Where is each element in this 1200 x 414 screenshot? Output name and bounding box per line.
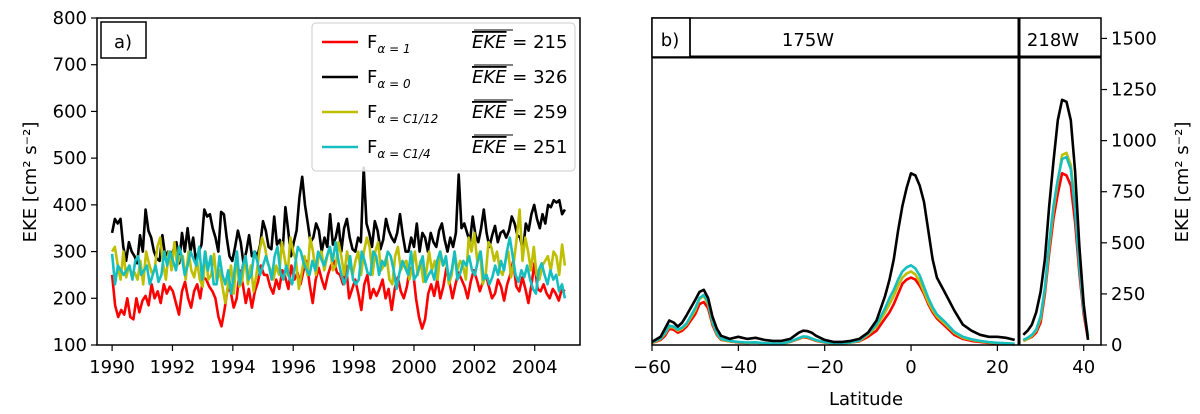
x-tick-label: 40 (1072, 357, 1095, 378)
series-line-b-1-cyan (1022, 155, 1090, 342)
y-tick-label: 100 (53, 335, 87, 356)
panel-a-frame (96, 17, 581, 346)
legend-series-stat: EKE = 326 (472, 67, 567, 88)
panel-a-x-ticks: 1990 1992 1994 1996 1998 2000 2002 2004 (89, 345, 558, 378)
x-tick-label: 1998 (331, 357, 377, 378)
y-tick-label: 250 (1111, 284, 1145, 305)
y-tick-label: 600 (53, 101, 87, 122)
x-tick-label: 2000 (391, 357, 437, 378)
x-tick-label: −20 (806, 357, 844, 378)
legend-series-name: Fα = 1 (367, 32, 411, 56)
legend-frame (311, 22, 576, 172)
panel-b-x-ticks: −60 −40 −20 0 20 40 (633, 345, 1095, 378)
panel-a-tag: a) (114, 32, 132, 53)
legend-series-name: Fα = C1/4 (367, 137, 431, 161)
legend-series-stat: EKE = 259 (472, 102, 567, 123)
series-line-a-0 (110, 259, 566, 330)
series-line-b-0-cyan (651, 263, 1015, 346)
panel-a-tag-box (100, 21, 147, 59)
y-tick-label: 200 (53, 288, 87, 309)
y-tick-label: 750 (1111, 182, 1145, 203)
y-tick-label: 1250 (1111, 80, 1157, 101)
panel-b-x-label: Latitude (829, 389, 903, 410)
panel-b-y-label: EKE [cm² s⁻²] (1172, 122, 1193, 243)
series-line-a-3 (110, 236, 567, 299)
panel-b-tag: b) (661, 30, 679, 51)
y-tick-label: 400 (53, 195, 87, 216)
y-tick-label: 0 (1111, 335, 1122, 356)
panel-b-series (651, 98, 1090, 346)
y-tick-label: 1500 (1111, 28, 1157, 49)
section-label-218w: 218W (1027, 30, 1079, 51)
x-tick-label: 2002 (451, 357, 497, 378)
section-label-175w: 175W (782, 30, 834, 51)
panel-b-frame (651, 17, 1102, 346)
legend-series-name: Fα = C1/12 (367, 102, 438, 126)
panel-a-y-ticks: 100 200 300 400 500 600 700 800 (53, 8, 97, 356)
legend-series-name: Fα = 0 (367, 67, 411, 91)
y-tick-label: 1000 (1111, 131, 1157, 152)
y-tick-label: 800 (53, 8, 87, 29)
y-tick-label: 500 (1111, 233, 1145, 254)
x-tick-label: 1994 (210, 357, 256, 378)
legend-series-stat: EKE = 251 (472, 137, 567, 158)
panel-a-series (110, 166, 567, 330)
x-tick-label: 1996 (270, 357, 316, 378)
x-tick-label: 1992 (150, 357, 196, 378)
series-line-b-1-black (1022, 98, 1090, 341)
y-tick-label: 300 (53, 242, 87, 263)
panel-a-y-label: EKE [cm² s⁻²] (20, 122, 41, 243)
y-tick-label: 700 (53, 55, 87, 76)
legend-series-stat: EKE = 215 (472, 32, 567, 53)
x-tick-label: 0 (905, 357, 916, 378)
panel-b-y-ticks: 0 250 500 750 1000 1250 1500 (1101, 28, 1157, 356)
x-tick-label: 1990 (89, 357, 135, 378)
x-tick-label: 2004 (512, 357, 558, 378)
series-line-b-0-black (651, 172, 1016, 344)
x-tick-label: 20 (986, 357, 1009, 378)
x-tick-label: −40 (719, 357, 757, 378)
legend: Fα = 1 EKE = 215 Fα = 0 EKE = 326 Fα = C1/12… (311, 22, 576, 172)
y-tick-label: 500 (53, 148, 87, 169)
x-tick-label: −60 (633, 357, 671, 378)
